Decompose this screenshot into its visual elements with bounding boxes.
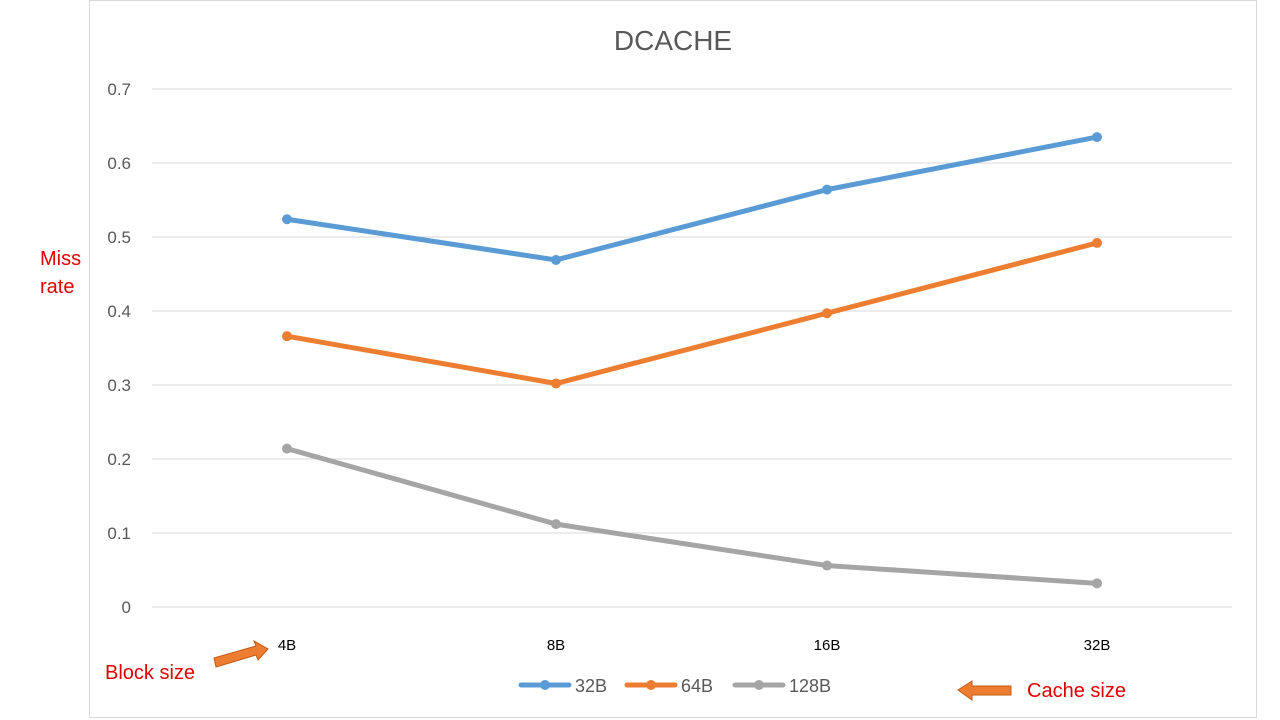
- chart-title: DCACHE: [614, 25, 732, 56]
- data-point: [822, 184, 832, 195]
- y-tick-label: 0.4: [107, 302, 131, 321]
- data-point: [1092, 132, 1102, 143]
- series-line: [284, 134, 1100, 263]
- y-tick-label: 0.5: [107, 228, 131, 247]
- data-point: [822, 308, 832, 319]
- legend-item: 64B: [624, 676, 713, 696]
- legend-marker: [540, 680, 550, 690]
- series-128B: [282, 443, 1102, 589]
- x-tick-label: 8B: [547, 637, 565, 654]
- y-tick-label: 0.6: [107, 154, 131, 173]
- x-tick-label: 16B: [814, 637, 841, 654]
- data-point: [282, 214, 292, 225]
- y-axis-label-line2: rate: [40, 276, 75, 298]
- series-32B: [282, 132, 1102, 265]
- x-tick-label: 4B: [278, 637, 296, 654]
- y-axis-label: Miss rate: [40, 245, 100, 301]
- y-tick-label: 0.2: [107, 450, 131, 469]
- legend-item: 128B: [732, 676, 831, 696]
- data-point: [551, 378, 561, 389]
- x-axis-ticks: 4B 8B 16B 32B: [278, 637, 1111, 654]
- x-tick-label: 32B: [1084, 637, 1111, 654]
- gridlines: [152, 88, 1232, 608]
- legend-label: 32B: [575, 676, 607, 696]
- data-point: [282, 331, 292, 342]
- y-axis-ticks: 0 0.1 0.2 0.3 0.4 0.5 0.6 0.7: [107, 80, 131, 617]
- data-point: [551, 519, 561, 530]
- legend-marker: [754, 680, 764, 690]
- series-line: [284, 446, 1100, 586]
- y-axis-label-line1: Miss: [40, 248, 82, 270]
- legend-item: 32B: [518, 676, 607, 696]
- series-line: [284, 240, 1100, 387]
- series-64B: [282, 237, 1102, 389]
- block-size-arrow-icon: [213, 639, 269, 668]
- legend: 32B 64B 128B: [518, 676, 831, 696]
- legend-label: 128B: [789, 676, 831, 696]
- data-point: [1092, 578, 1102, 589]
- cache-size-label: Cache size: [1027, 680, 1126, 702]
- y-tick-label: 0: [122, 598, 131, 617]
- chart-area-frame: [89, 0, 1257, 718]
- block-size-label: Block size: [105, 662, 196, 684]
- cache-size-arrow-icon: [957, 680, 1012, 701]
- data-point: [822, 560, 832, 571]
- y-tick-label: 0.1: [107, 524, 131, 543]
- y-tick-label: 0.7: [107, 80, 131, 99]
- y-tick-label: 0.3: [107, 376, 131, 395]
- legend-label: 64B: [681, 676, 713, 696]
- series-lines: [282, 132, 1102, 589]
- legend-marker: [646, 680, 656, 690]
- data-point: [282, 443, 292, 454]
- data-point: [1092, 237, 1102, 248]
- data-point: [551, 254, 561, 265]
